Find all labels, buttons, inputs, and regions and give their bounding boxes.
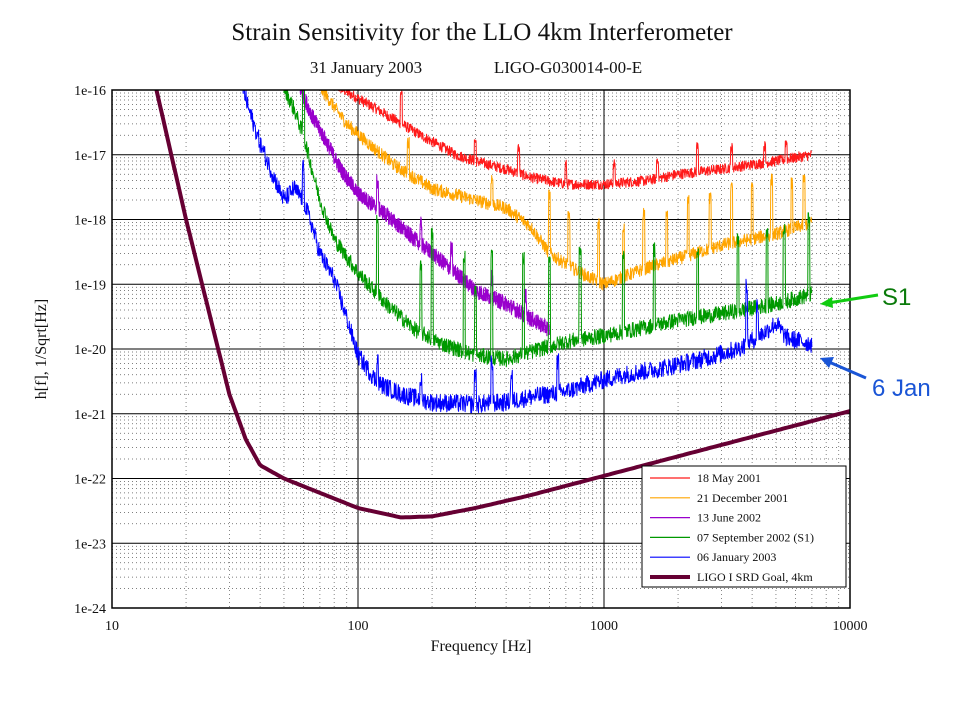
y-tick-labels: 1e-16 1e-17 1e-18 1e-19 1e-20 1e-21 1e-22 1e-23…	[74, 84, 106, 617]
series-line-0	[338, 90, 813, 190]
chart-subtitle-doc: LIGO-G030014-00-E	[494, 58, 642, 77]
callout-6jan: 6 Jan	[872, 375, 931, 402]
series-line-2	[299, 90, 550, 337]
legend-label: 21 December 2001	[697, 491, 788, 505]
chart-subtitle-date: 31 January 2003	[310, 58, 422, 77]
callout-s1: S1	[882, 284, 911, 311]
callout-arrowhead	[820, 297, 833, 308]
series-line-4	[242, 90, 813, 414]
y-tick-label: 1e-19	[74, 278, 106, 293]
y-tick-label: 1e-17	[74, 149, 106, 164]
x-tick-labels: 10 100 1000 10000	[105, 619, 868, 634]
y-tick-label: 1e-23	[74, 537, 106, 552]
series-line-3	[283, 90, 813, 368]
legend-label: 07 September 2002 (S1)	[697, 530, 814, 544]
y-tick-label: 1e-22	[74, 473, 106, 488]
legend-label: 06 January 2003	[697, 550, 776, 564]
y-tick-label: 1e-18	[74, 214, 106, 229]
x-tick-label: 10000	[833, 619, 868, 634]
callouts: S1 6 Jan	[820, 284, 931, 402]
x-axis-label: Frequency [Hz]	[431, 638, 532, 655]
x-tick-label: 1000	[590, 619, 618, 634]
chart-legend: 18 May 2001 21 December 2001 13 June 2002 0…	[641, 465, 847, 588]
callout-arrowhead	[820, 357, 834, 368]
plot-frame	[111, 89, 851, 609]
y-tick-label: 1e-24	[74, 602, 106, 617]
callout-arrow	[828, 360, 867, 380]
legend-box	[641, 465, 847, 588]
series-line-1	[320, 90, 813, 291]
legend-label: LIGO I SRD Goal, 4km	[697, 570, 813, 584]
y-axis-label: h[f], 1/Sqrt[Hz]	[33, 299, 50, 399]
series-line-5	[154, 90, 850, 520]
legend-label: 13 June 2002	[697, 511, 761, 525]
y-tick-label: 1e-21	[74, 408, 106, 423]
y-tick-label: 1e-20	[74, 343, 106, 358]
y-tick-label: 1e-16	[74, 84, 106, 99]
x-tick-label: 10	[105, 619, 119, 634]
chart-title: Strain Sensitivity for the LLO 4km Inter…	[231, 19, 733, 46]
callout-arrow	[827, 293, 879, 305]
legend-label: 18 May 2001	[697, 471, 761, 485]
series-layer	[154, 90, 850, 520]
x-tick-label: 100	[348, 619, 369, 634]
